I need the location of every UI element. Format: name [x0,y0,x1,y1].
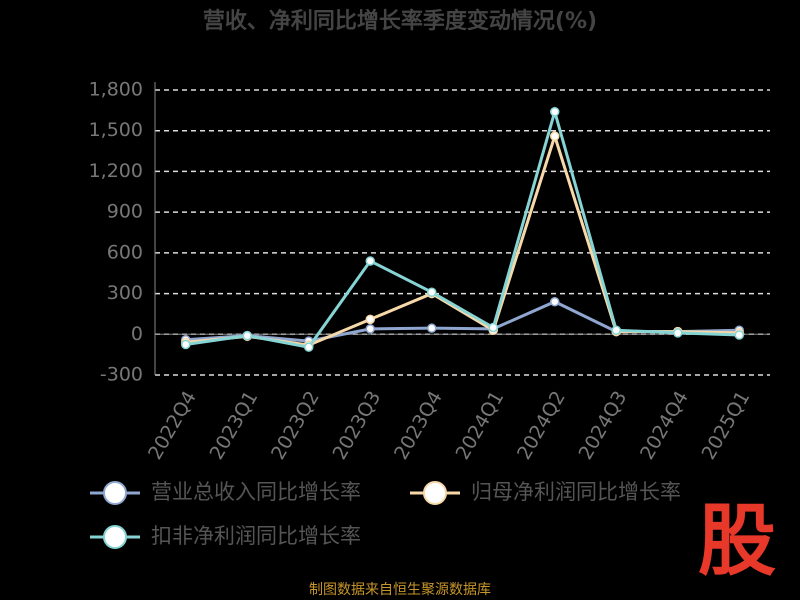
y-tick-label: 1,500 [89,119,143,141]
x-tick-label: 2023Q1 [206,387,263,463]
data-point [242,330,252,341]
y-tick-label: 1,200 [89,160,143,182]
legend-label: 营业总收入同比增长率 [151,480,361,504]
series-line [185,131,740,347]
data-point [365,324,375,334]
legend-marker [103,481,127,505]
data-point [488,322,498,333]
y-tick-label: 300 [107,282,143,304]
series-line [185,300,740,343]
x-tick-label: 2023Q4 [390,387,447,463]
legend-marker [103,525,127,549]
y-tick-label: 1,800 [89,79,143,101]
x-tick-label: 2024Q4 [636,387,693,463]
y-tick-label: -300 [100,364,143,386]
y-tick-label: 0 [131,323,143,345]
data-point [673,328,683,338]
series-line [185,106,740,349]
legend-label: 归母净利润同比增长率 [471,480,681,504]
logo: 股 [698,496,776,586]
x-tick-label: 2025Q1 [698,387,755,463]
x-tick-label: 2024Q3 [575,387,632,463]
legend-marker [423,481,447,505]
y-tick-label: 600 [107,241,143,263]
x-tick-label: 2023Q2 [267,387,324,463]
legend-label: 扣非净利润同比增长率 [151,524,361,548]
data-point [550,106,560,117]
data-point [734,330,744,340]
data-point [365,256,375,266]
x-tick-label: 2024Q2 [513,387,570,463]
data-point [427,287,437,297]
data-point [550,131,560,141]
x-tick-label: 2023Q3 [329,387,386,463]
x-tick-label: 2022Q4 [144,387,201,463]
data-point [550,296,560,307]
data-point [181,339,191,350]
data-point [611,325,621,335]
x-tick-label: 2024Q1 [452,387,509,463]
data-point [304,342,314,352]
y-tick-label: 900 [107,201,143,223]
source-note: 制图数据来自恒生聚源数据库 [309,582,491,598]
data-point [427,323,437,333]
data-point [365,314,375,325]
chart-title: 营收、净利同比增长率季度变动情况(%) [203,8,597,34]
